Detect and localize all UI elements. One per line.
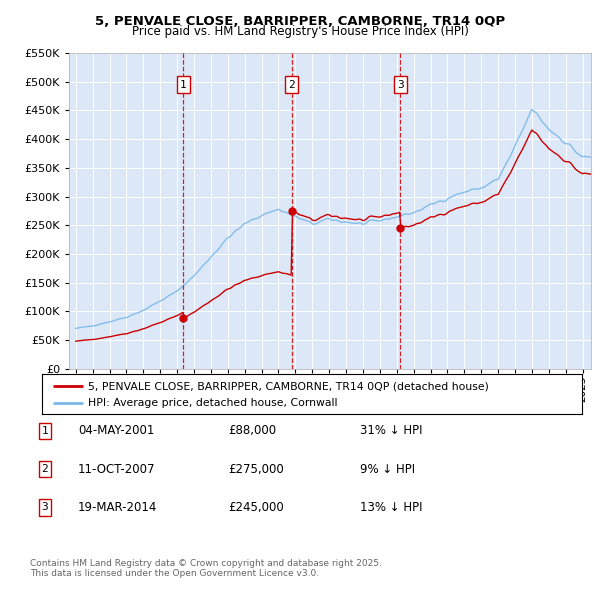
Text: 5, PENVALE CLOSE, BARRIPPER, CAMBORNE, TR14 0QP (detached house): 5, PENVALE CLOSE, BARRIPPER, CAMBORNE, T… [88,381,489,391]
Text: 13% ↓ HPI: 13% ↓ HPI [360,501,422,514]
Text: £275,000: £275,000 [228,463,284,476]
Text: This data is licensed under the Open Government Licence v3.0.: This data is licensed under the Open Gov… [30,569,319,578]
Text: 31% ↓ HPI: 31% ↓ HPI [360,424,422,437]
Text: 5, PENVALE CLOSE, BARRIPPER, CAMBORNE, TR14 0QP: 5, PENVALE CLOSE, BARRIPPER, CAMBORNE, T… [95,15,505,28]
Text: 1: 1 [41,426,49,435]
Text: Contains HM Land Registry data © Crown copyright and database right 2025.: Contains HM Land Registry data © Crown c… [30,559,382,568]
Text: 2: 2 [288,80,295,90]
Text: 1: 1 [180,80,187,90]
Text: Price paid vs. HM Land Registry's House Price Index (HPI): Price paid vs. HM Land Registry's House … [131,25,469,38]
Text: £245,000: £245,000 [228,501,284,514]
Text: 3: 3 [397,80,404,90]
Text: 3: 3 [41,503,49,512]
Text: 2: 2 [41,464,49,474]
Text: 11-OCT-2007: 11-OCT-2007 [78,463,155,476]
Text: 04-MAY-2001: 04-MAY-2001 [78,424,154,437]
Text: 9% ↓ HPI: 9% ↓ HPI [360,463,415,476]
Text: £88,000: £88,000 [228,424,276,437]
Text: HPI: Average price, detached house, Cornwall: HPI: Average price, detached house, Corn… [88,398,337,408]
Text: 19-MAR-2014: 19-MAR-2014 [78,501,157,514]
